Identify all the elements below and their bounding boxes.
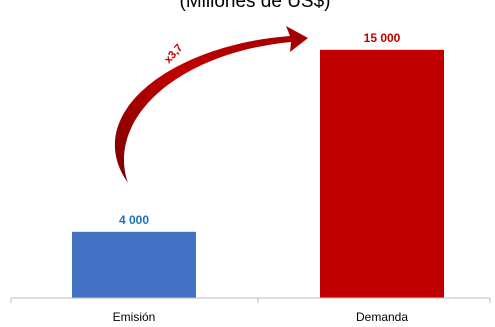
growth-multiplier-label: x3,7 xyxy=(162,42,185,66)
growth-arrow xyxy=(114,26,308,183)
x-tick-label-emision: Emisión xyxy=(113,310,156,324)
chart-subtitle: (Millones de US$) xyxy=(180,0,331,12)
bar-emision xyxy=(72,231,196,298)
data-label-emision: 4 000 xyxy=(119,213,149,227)
bar-demanda xyxy=(320,49,444,299)
data-label-demanda: 15 000 xyxy=(364,31,401,45)
x-tick-label-demanda: Demanda xyxy=(356,310,408,324)
bars-group: 4 000 Emisión 15 000 Demanda xyxy=(72,31,444,324)
